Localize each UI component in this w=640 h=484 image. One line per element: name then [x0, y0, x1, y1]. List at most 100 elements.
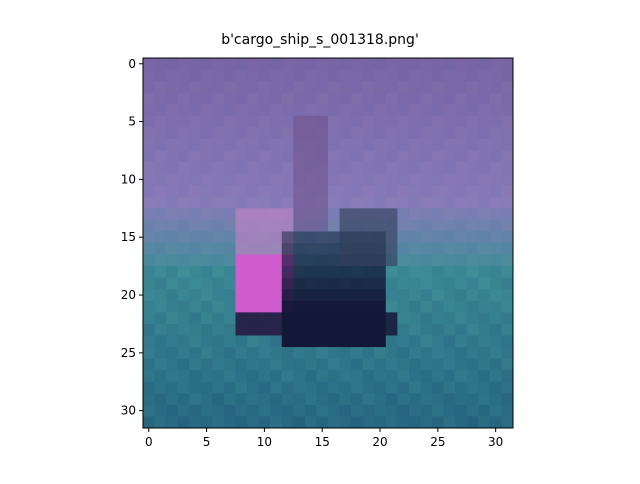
y-tick-label: 30 — [121, 404, 136, 418]
image-pixel — [293, 323, 306, 337]
image-pixel — [432, 58, 445, 71]
image-pixel — [200, 381, 213, 394]
image-pixel — [189, 208, 202, 221]
image-pixel — [270, 254, 283, 267]
image-pixel — [420, 208, 433, 221]
image-pixel — [408, 266, 422, 279]
image-pixel — [432, 243, 445, 256]
image-pixel — [154, 150, 167, 163]
image-pixel — [270, 127, 283, 140]
image-pixel — [166, 277, 179, 290]
image-pixel — [143, 231, 156, 244]
image-pixel — [212, 69, 225, 82]
image-pixel — [223, 69, 237, 82]
image-pixel — [247, 196, 260, 209]
image-pixel — [154, 69, 167, 82]
image-pixel — [443, 404, 456, 418]
image-pixel — [339, 358, 352, 371]
image-pixel — [235, 92, 248, 105]
image-pixel — [432, 323, 445, 337]
image-pixel — [420, 58, 433, 71]
image-pixel — [339, 277, 352, 290]
image-pixel — [200, 115, 213, 128]
image-pixel — [489, 393, 503, 406]
image-pixel — [351, 196, 364, 209]
image-pixel — [397, 323, 410, 337]
x-tick-label: 0 — [145, 435, 153, 449]
image-pixel — [362, 150, 375, 163]
image-pixel — [200, 266, 213, 279]
image-pixel — [166, 381, 179, 394]
image-pixel — [397, 393, 410, 406]
y-axis: 0 5 10 15 20 25 30 — [121, 57, 143, 418]
image-pixel — [478, 92, 491, 105]
image-pixel — [374, 115, 387, 128]
image-pixel — [351, 277, 364, 290]
image-pixel — [466, 243, 479, 256]
image-pixel — [362, 335, 375, 348]
image-pixel — [397, 312, 410, 325]
image-pixel — [166, 173, 179, 186]
image-pixel — [501, 173, 513, 186]
image-pixel — [466, 58, 479, 71]
image-pixel — [455, 127, 468, 140]
image-pixel — [339, 243, 352, 256]
image-pixel — [432, 289, 445, 302]
image-pixel — [235, 254, 248, 267]
image-pixel — [408, 254, 422, 267]
image-pixel — [397, 381, 410, 394]
image-pixel — [316, 196, 329, 209]
image-pixel — [293, 266, 306, 279]
image-pixel — [235, 173, 248, 186]
image-pixel — [281, 289, 294, 302]
image-pixel — [351, 162, 364, 175]
image-pixel — [443, 231, 456, 244]
image-pixel — [328, 127, 341, 140]
image-pixel — [189, 127, 202, 140]
image-pixel — [200, 277, 213, 290]
image-pixel — [270, 104, 283, 117]
image-pixel — [166, 416, 179, 428]
image-pixel — [270, 416, 283, 428]
image-pixel — [455, 219, 468, 233]
y-tick-label: 10 — [121, 172, 136, 186]
image-pixel — [154, 104, 167, 117]
image-pixel — [443, 138, 456, 152]
image-pixel — [374, 138, 387, 152]
image-pixel — [443, 208, 456, 221]
image-pixel — [478, 266, 491, 279]
image-pixel — [501, 219, 513, 233]
image-pixel — [501, 381, 513, 394]
image-pixel — [501, 370, 513, 383]
image-pixel — [258, 323, 271, 337]
image-pixel — [304, 231, 318, 244]
image-pixel — [420, 196, 433, 209]
image-pixel — [143, 358, 156, 371]
image-pixel — [397, 173, 410, 186]
image-pixel — [189, 277, 202, 290]
image-pixel — [281, 127, 294, 140]
image-pixel — [223, 300, 237, 313]
image-pixel — [316, 219, 329, 233]
image-pixel — [397, 277, 410, 290]
image-pixel — [304, 370, 318, 383]
image-pixel — [420, 115, 433, 128]
image-pixel — [212, 335, 225, 348]
image-pixel — [397, 219, 410, 233]
image-pixel — [478, 243, 491, 256]
image-pixel — [328, 277, 341, 290]
image-pixel — [316, 243, 329, 256]
image-pixel — [143, 162, 156, 175]
image-pixel — [385, 323, 398, 337]
image-pixel — [466, 208, 479, 221]
image-pixel — [455, 162, 468, 175]
image-pixel — [466, 312, 479, 325]
image-pixel — [351, 404, 364, 418]
image-pixel — [478, 208, 491, 221]
image-pixel — [316, 208, 329, 221]
image-pixel — [432, 185, 445, 198]
image-pixel — [177, 254, 190, 267]
image-pixel — [235, 289, 248, 302]
image-pixel — [189, 185, 202, 198]
